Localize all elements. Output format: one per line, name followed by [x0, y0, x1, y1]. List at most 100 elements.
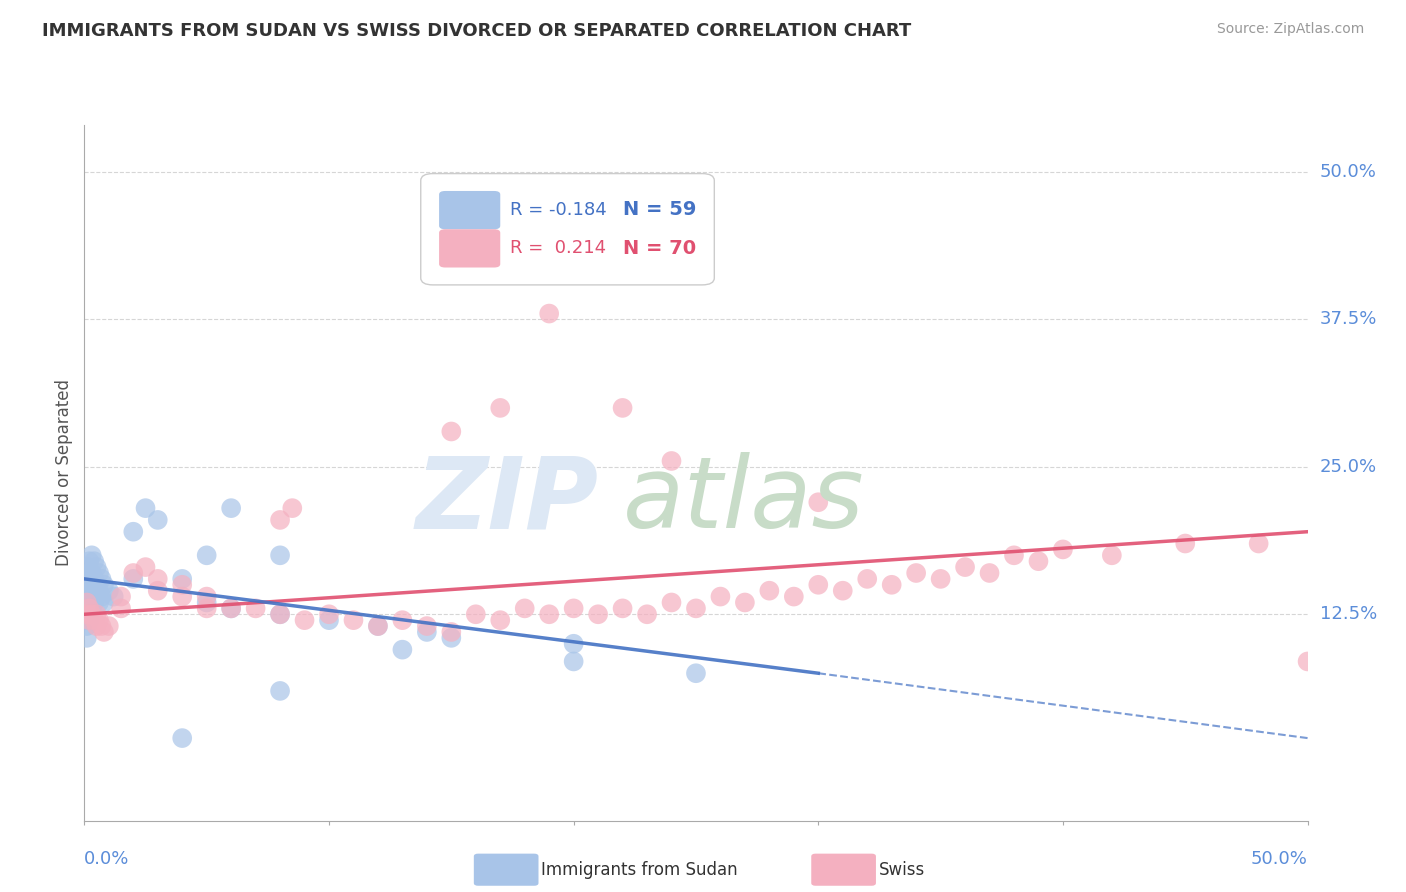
- Point: [77, 590, 100, 604]
- Point: [612, 401, 634, 415]
- Point: [661, 454, 683, 468]
- Point: [1052, 542, 1074, 557]
- Point: [195, 601, 218, 615]
- Text: IMMIGRANTS FROM SUDAN VS SWISS DIVORCED OR SEPARATED CORRELATION CHART: IMMIGRANTS FROM SUDAN VS SWISS DIVORCED …: [42, 22, 911, 40]
- Point: [1247, 536, 1270, 550]
- Point: [269, 549, 291, 563]
- Point: [586, 607, 609, 622]
- Point: [489, 401, 512, 415]
- Point: [831, 583, 853, 598]
- Point: [122, 524, 145, 539]
- Text: 37.5%: 37.5%: [1320, 310, 1378, 328]
- Text: ZIP: ZIP: [415, 452, 598, 549]
- Point: [122, 572, 145, 586]
- Point: [86, 590, 108, 604]
- Point: [661, 595, 683, 609]
- Point: [269, 607, 291, 622]
- Point: [80, 578, 103, 592]
- Point: [93, 624, 115, 639]
- Point: [80, 607, 103, 622]
- Point: [86, 619, 108, 633]
- Text: Immigrants from Sudan: Immigrants from Sudan: [541, 861, 738, 879]
- Point: [758, 583, 780, 598]
- Point: [1002, 549, 1025, 563]
- Point: [80, 590, 103, 604]
- Point: [905, 566, 928, 580]
- Point: [80, 566, 103, 580]
- Point: [464, 607, 486, 622]
- Point: [440, 631, 463, 645]
- Point: [110, 590, 132, 604]
- Point: [391, 642, 413, 657]
- Text: 0.0%: 0.0%: [84, 850, 129, 868]
- Point: [76, 631, 98, 645]
- Point: [562, 206, 585, 220]
- Text: 25.0%: 25.0%: [1320, 458, 1376, 475]
- Point: [90, 590, 112, 604]
- Point: [734, 595, 756, 609]
- Point: [562, 637, 585, 651]
- Point: [86, 578, 108, 592]
- Point: [83, 554, 105, 568]
- Point: [103, 590, 125, 604]
- FancyBboxPatch shape: [439, 191, 501, 229]
- Point: [783, 590, 806, 604]
- Point: [77, 613, 100, 627]
- Point: [538, 607, 561, 622]
- Point: [367, 619, 389, 633]
- Point: [77, 566, 100, 580]
- Point: [269, 607, 291, 622]
- Point: [636, 607, 658, 622]
- Point: [1296, 655, 1319, 669]
- Point: [86, 607, 108, 622]
- Text: N = 59: N = 59: [623, 201, 696, 219]
- Point: [219, 501, 242, 516]
- Point: [195, 590, 218, 604]
- Point: [1101, 549, 1123, 563]
- Point: [83, 595, 105, 609]
- Point: [440, 425, 463, 439]
- Point: [97, 619, 120, 633]
- Point: [367, 619, 389, 633]
- Point: [880, 578, 903, 592]
- Point: [172, 572, 194, 586]
- Point: [342, 613, 364, 627]
- Point: [77, 613, 100, 627]
- Text: 50.0%: 50.0%: [1320, 163, 1376, 181]
- Point: [562, 655, 585, 669]
- Point: [685, 666, 707, 681]
- Point: [979, 566, 1001, 580]
- Point: [294, 613, 316, 627]
- Point: [87, 595, 110, 609]
- Point: [110, 601, 132, 615]
- Point: [80, 549, 103, 563]
- Point: [391, 613, 413, 627]
- Point: [77, 590, 100, 604]
- Point: [807, 495, 830, 509]
- Point: [562, 601, 585, 615]
- Point: [76, 619, 98, 633]
- Point: [929, 572, 952, 586]
- Text: Swiss: Swiss: [879, 861, 925, 879]
- Point: [586, 235, 609, 250]
- Point: [709, 590, 731, 604]
- Point: [90, 619, 112, 633]
- Point: [440, 624, 463, 639]
- Point: [146, 572, 169, 586]
- Point: [83, 583, 105, 598]
- Point: [195, 549, 218, 563]
- Point: [269, 513, 291, 527]
- Point: [219, 601, 242, 615]
- Point: [87, 613, 110, 627]
- FancyBboxPatch shape: [420, 174, 714, 285]
- Point: [83, 572, 105, 586]
- Point: [83, 613, 105, 627]
- Point: [77, 578, 100, 592]
- Point: [122, 566, 145, 580]
- Point: [513, 601, 536, 615]
- Point: [77, 601, 100, 615]
- Point: [97, 583, 120, 598]
- Point: [538, 307, 561, 321]
- Point: [135, 501, 157, 516]
- Point: [172, 578, 194, 592]
